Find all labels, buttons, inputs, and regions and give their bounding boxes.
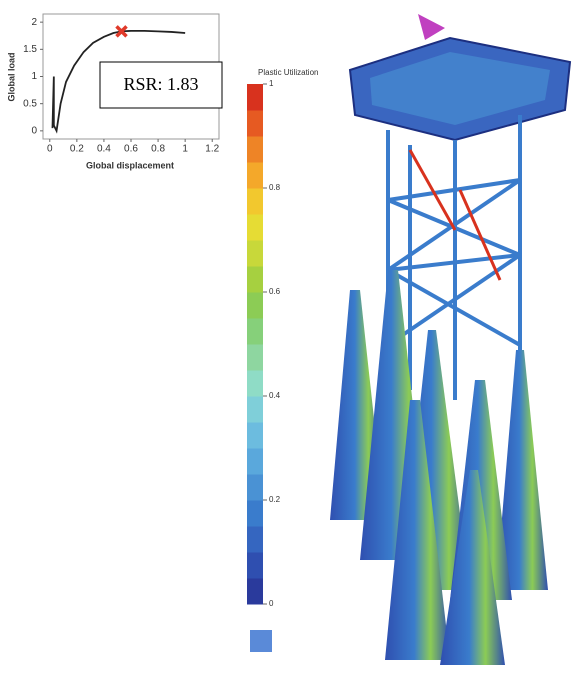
- x-axis-label: Global displacement: [86, 160, 174, 170]
- x-tick-label: 0.2: [70, 144, 84, 155]
- colorbar-band: [247, 344, 263, 371]
- colorbar-band: [247, 318, 263, 345]
- colorbar-band: [247, 526, 263, 553]
- y-tick-label: 0.5: [23, 98, 37, 109]
- colorbar-band: [247, 240, 263, 267]
- y-tick-label: 1: [31, 71, 37, 82]
- colorbar-band: [247, 136, 263, 163]
- colorbar-tick-label: 0.4: [269, 391, 281, 400]
- y-tick-label: 1.5: [23, 44, 37, 55]
- y-tick-label: 0: [31, 125, 37, 136]
- colorbar-band: [247, 370, 263, 397]
- colorbar-tick-label: 1: [269, 79, 274, 88]
- x-tick-label: 1: [182, 144, 188, 155]
- axis-cube: [250, 630, 272, 652]
- colorbar-band: [247, 292, 263, 319]
- colorbar-band: [247, 474, 263, 501]
- colorbar-tick-label: 0: [269, 599, 274, 608]
- colorbar-band: [247, 448, 263, 475]
- x-tick-label: 0: [47, 144, 53, 155]
- chart: Global displacement Global load Plastic …: [0, 0, 575, 676]
- colorbar-band: [247, 552, 263, 579]
- colorbar-band: [247, 422, 263, 449]
- figure: Global displacement Global load Plastic …: [0, 0, 575, 676]
- colorbar-band: [247, 214, 263, 241]
- colorbar-band: [247, 266, 263, 293]
- colorbar-tick-label: 0.8: [269, 183, 281, 192]
- colorbar-title: Plastic Utilization: [258, 68, 318, 77]
- annotation: RSR: 1.83: [123, 74, 198, 94]
- x-tick-label: 1.2: [205, 144, 219, 155]
- colorbar-tick-label: 0.6: [269, 287, 281, 296]
- x-tick-label: 0.8: [151, 144, 165, 155]
- colorbar-tick-label: 0.2: [269, 495, 281, 504]
- colorbar-band: [247, 396, 263, 423]
- colorbar-band: [247, 84, 263, 111]
- colorbar-band: [247, 500, 263, 527]
- x-tick-label: 0.6: [124, 144, 138, 155]
- structure-render: [250, 14, 570, 665]
- colorbar-band: [247, 162, 263, 189]
- colorbar-band: [247, 188, 263, 215]
- colorbar-band: [247, 110, 263, 137]
- x-tick-label: 0.4: [97, 144, 111, 155]
- y-tick-label: 2: [31, 17, 37, 28]
- colorbar-band: [247, 578, 263, 605]
- y-axis-label: Global load: [6, 52, 16, 101]
